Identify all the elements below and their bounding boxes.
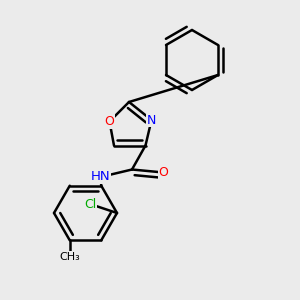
Text: Cl: Cl	[84, 197, 96, 211]
Text: HN: HN	[91, 170, 110, 184]
Text: O: O	[105, 115, 114, 128]
Text: N: N	[147, 113, 156, 127]
Text: CH₃: CH₃	[59, 252, 80, 262]
Text: O: O	[159, 166, 168, 179]
